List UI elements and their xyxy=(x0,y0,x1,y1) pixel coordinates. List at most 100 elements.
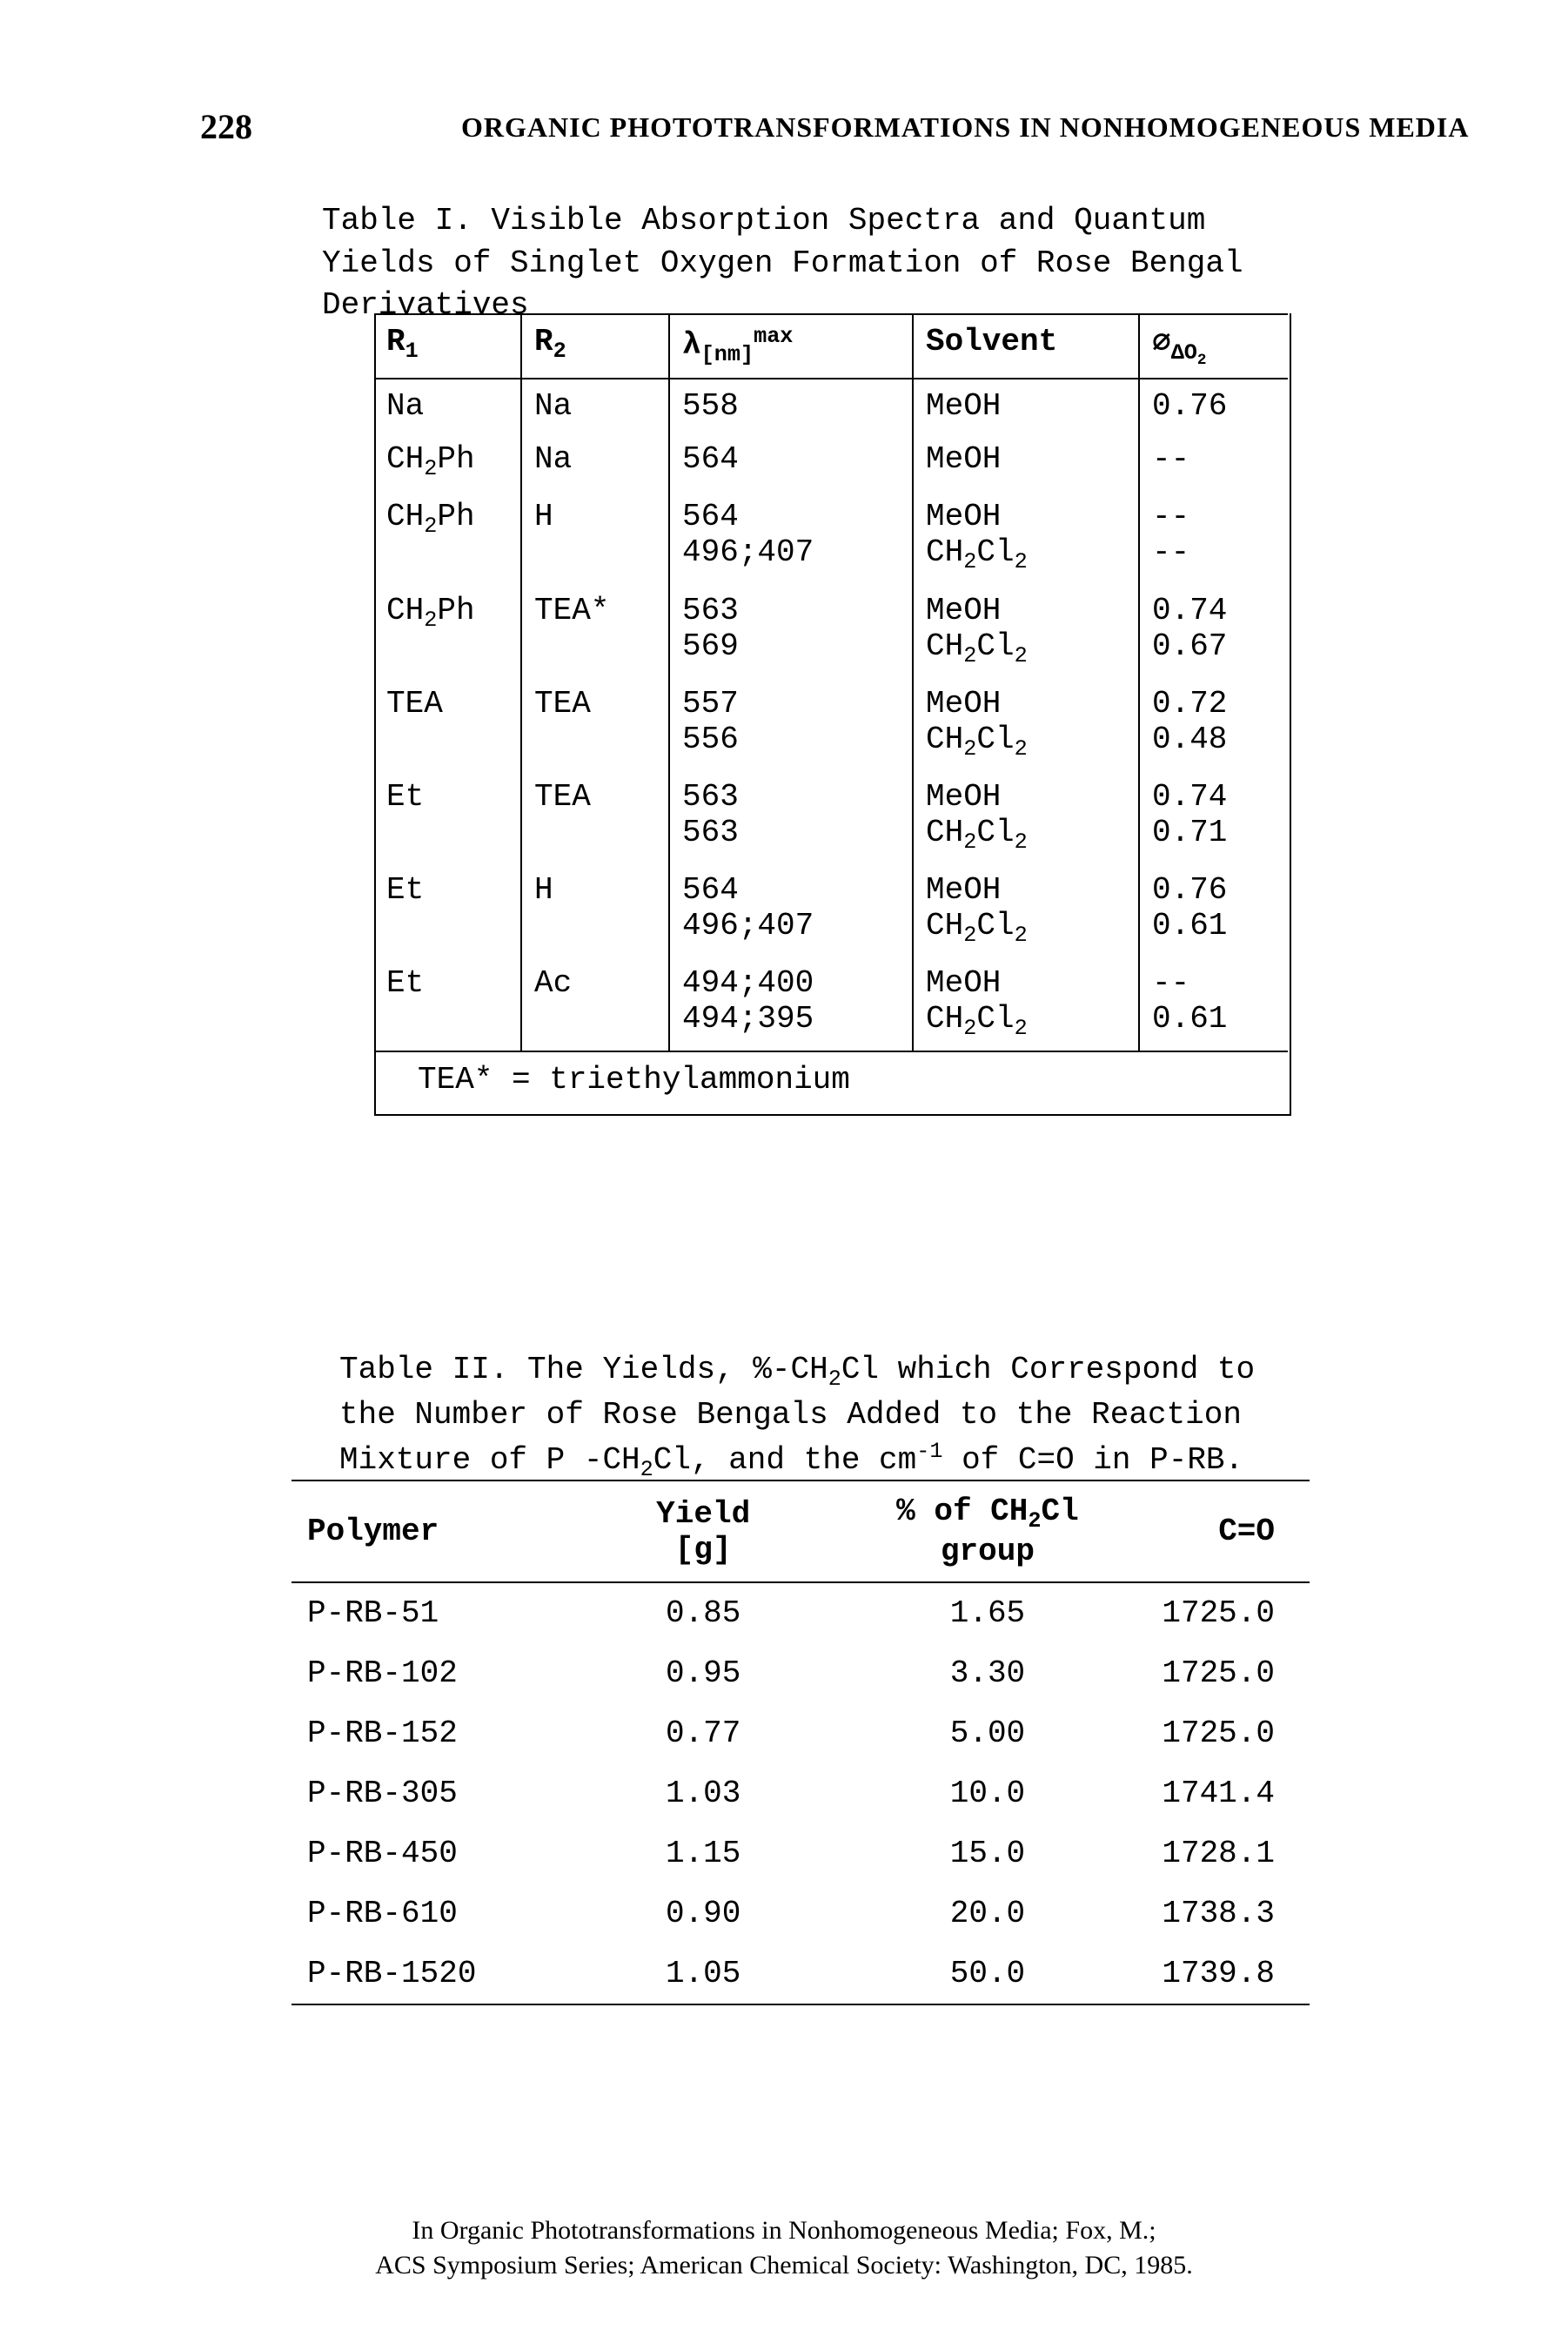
table2-cell-co: 1741.4 xyxy=(1146,1763,1310,1823)
table1-cell-solvent: MeOHCH2Cl2 xyxy=(913,584,1139,677)
table1-cell-r2: H xyxy=(521,490,669,583)
table2-cell-pct: 1.65 xyxy=(829,1582,1147,1643)
table1-cell-solvent: MeOHCH2Cl2 xyxy=(913,490,1139,583)
table2-cell-pct: 50.0 xyxy=(829,1944,1147,2004)
page-number: 228 xyxy=(200,106,252,147)
table1-cell-phi: 0.740.67 xyxy=(1139,584,1288,677)
table-row: CH2Ph Na 564 MeOH -- xyxy=(374,433,1288,490)
table1-cell-lambda: 563569 xyxy=(669,584,913,677)
table2-cell-yield: 0.90 xyxy=(578,1883,829,1944)
table2-cell-yield: 0.85 xyxy=(578,1582,829,1643)
table1-cell-phi: ---- xyxy=(1139,490,1288,583)
table2-cell-co: 1728.1 xyxy=(1146,1823,1310,1883)
table1-cell-solvent: MeOH xyxy=(913,433,1139,490)
table2: Polymer Yield[g] % of CH2Clgroup C=O P-R… xyxy=(291,1480,1310,2005)
table1-cell-solvent: MeOH xyxy=(913,379,1139,433)
table1-cell-lambda: 564496;407 xyxy=(669,490,913,583)
table2-cell-yield: 1.05 xyxy=(578,1944,829,2004)
table2-cell-polymer: P-RB-610 xyxy=(291,1883,578,1944)
table1-cell-r1: Et xyxy=(374,770,521,863)
table2-cell-co: 1725.0 xyxy=(1146,1703,1310,1763)
table1-cell-lambda: 564 xyxy=(669,433,913,490)
table2-cell-yield: 0.95 xyxy=(578,1643,829,1703)
table1-cell-solvent: MeOHCH2Cl2 xyxy=(913,677,1139,770)
table1-cell-phi: -- xyxy=(1139,433,1288,490)
table2-cell-polymer: P-RB-1520 xyxy=(291,1944,578,2004)
table2-cell-co: 1738.3 xyxy=(1146,1883,1310,1944)
table1-cell-solvent: MeOHCH2Cl2 xyxy=(913,863,1139,957)
table2-cell-co: 1739.8 xyxy=(1146,1944,1310,2004)
table2-title: Table II. The Yields, %-CH2Cl which Corr… xyxy=(339,1349,1316,1485)
table1-header-row: R1 R2 λ[nm]max Solvent ∅ΔO2 xyxy=(374,314,1288,379)
table1-cell-lambda: 558 xyxy=(669,379,913,433)
table1-cell-r2: TEA xyxy=(521,677,669,770)
table2-cell-co: 1725.0 xyxy=(1146,1582,1310,1643)
table1-footer: TEA* = triethylammonium xyxy=(418,1062,850,1098)
table1-cell-phi: 0.720.48 xyxy=(1139,677,1288,770)
table1-cell-r1: CH2Ph xyxy=(374,584,521,677)
table1-cell-r1: CH2Ph xyxy=(374,490,521,583)
table1-cell-lambda: 494;400494;395 xyxy=(669,957,913,1051)
table1-cell-phi: --0.61 xyxy=(1139,957,1288,1051)
table2-body: P-RB-51 0.85 1.65 1725.0 P-RB-102 0.95 3… xyxy=(291,1582,1310,2004)
table-row: CH2Ph H 564496;407 MeOHCH2Cl2 ---- xyxy=(374,490,1288,583)
table1-cell-solvent: MeOHCH2Cl2 xyxy=(913,770,1139,863)
table1-cell-r1: CH2Ph xyxy=(374,433,521,490)
table1-cell-r1: Et xyxy=(374,957,521,1051)
table1-body: Na Na 558 MeOH 0.76 CH2Ph Na 564 MeOH --… xyxy=(374,379,1288,1051)
table2-cell-polymer: P-RB-102 xyxy=(291,1643,578,1703)
table1-cell-r2: Na xyxy=(521,433,669,490)
table2-cell-polymer: P-RB-152 xyxy=(291,1703,578,1763)
table2-cell-polymer: P-RB-305 xyxy=(291,1763,578,1823)
table1-col-phi: ∅ΔO2 xyxy=(1139,314,1288,379)
table1-cell-phi: 0.76 xyxy=(1139,379,1288,433)
table1-cell-r2: H xyxy=(521,863,669,957)
table2-cell-pct: 3.30 xyxy=(829,1643,1147,1703)
table2-col-pct: % of CH2Clgroup xyxy=(829,1480,1147,1582)
table1-cell-r2: TEA xyxy=(521,770,669,863)
table2-cell-yield: 1.03 xyxy=(578,1763,829,1823)
table2-header-row: Polymer Yield[g] % of CH2Clgroup C=O xyxy=(291,1480,1310,1582)
table2-cell-pct: 20.0 xyxy=(829,1883,1147,1944)
table1-cell-r2: TEA* xyxy=(521,584,669,677)
table-row: TEA TEA 557556 MeOHCH2Cl2 0.720.48 xyxy=(374,677,1288,770)
table-row: P-RB-152 0.77 5.00 1725.0 xyxy=(291,1703,1310,1763)
table1-cell-r1: Et xyxy=(374,863,521,957)
table-row: P-RB-102 0.95 3.30 1725.0 xyxy=(291,1643,1310,1703)
table-row: Na Na 558 MeOH 0.76 xyxy=(374,379,1288,433)
table2-cell-yield: 1.15 xyxy=(578,1823,829,1883)
table-row: P-RB-1520 1.05 50.0 1739.8 xyxy=(291,1944,1310,2004)
table2-cell-pct: 15.0 xyxy=(829,1823,1147,1883)
table1-cell-lambda: 557556 xyxy=(669,677,913,770)
table2-cell-yield: 0.77 xyxy=(578,1703,829,1763)
table1-cell-r1: TEA xyxy=(374,677,521,770)
table1-col-r2: R2 xyxy=(521,314,669,379)
table1-cell-phi: 0.760.61 xyxy=(1139,863,1288,957)
table-row: Et TEA 563563 MeOHCH2Cl2 0.740.71 xyxy=(374,770,1288,863)
table1-cell-lambda: 563563 xyxy=(669,770,913,863)
table2-cell-pct: 10.0 xyxy=(829,1763,1147,1823)
table-row: P-RB-450 1.15 15.0 1728.1 xyxy=(291,1823,1310,1883)
table1-col-lambda: λ[nm]max xyxy=(669,314,913,379)
footer-line-1: In Organic Phototransformations in Nonho… xyxy=(0,2216,1568,2246)
table1-cell-r2: Na xyxy=(521,379,669,433)
table-row: Et Ac 494;400494;395 MeOHCH2Cl2 --0.61 xyxy=(374,957,1288,1051)
table2-cell-co: 1725.0 xyxy=(1146,1643,1310,1703)
footer-line-2: ACS Symposium Series; American Chemical … xyxy=(0,2251,1568,2280)
table-row: Et H 564496;407 MeOHCH2Cl2 0.760.61 xyxy=(374,863,1288,957)
table2-col-yield: Yield[g] xyxy=(578,1480,829,1582)
table2-col-polymer: Polymer xyxy=(291,1480,578,1582)
table-row: P-RB-610 0.90 20.0 1738.3 xyxy=(291,1883,1310,1944)
table2-col-co: C=O xyxy=(1146,1480,1310,1582)
table2-cell-polymer: P-RB-51 xyxy=(291,1582,578,1643)
table1-col-r1: R1 xyxy=(374,314,521,379)
table1-cell-r1: Na xyxy=(374,379,521,433)
running-header: ORGANIC PHOTOTRANSFORMATIONS IN NONHOMOG… xyxy=(461,111,1469,144)
table2-cell-polymer: P-RB-450 xyxy=(291,1823,578,1883)
table2-cell-pct: 5.00 xyxy=(829,1703,1147,1763)
table1-cell-solvent: MeOHCH2Cl2 xyxy=(913,957,1139,1051)
table1-cell-phi: 0.740.71 xyxy=(1139,770,1288,863)
page: 228 ORGANIC PHOTOTRANSFORMATIONS IN NONH… xyxy=(0,0,1568,2350)
table-row: P-RB-305 1.03 10.0 1741.4 xyxy=(291,1763,1310,1823)
table1-col-solvent: Solvent xyxy=(913,314,1139,379)
